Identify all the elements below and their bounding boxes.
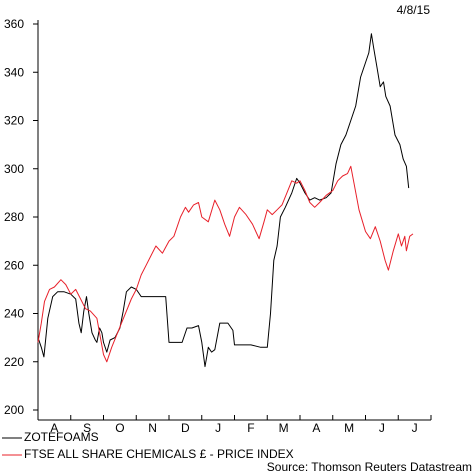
source-note: Source: Thomson Reuters Datastream: [267, 460, 472, 474]
x-tick-label: J: [215, 421, 221, 435]
x-tick-label: A: [312, 421, 320, 435]
x-tick-label: S: [83, 421, 91, 435]
y-tick-label: 260: [4, 258, 24, 272]
legend-label-ftse-chemicals: FTSE ALL SHARE CHEMICALS £ - PRICE INDEX: [24, 447, 294, 461]
y-tick-label: 280: [4, 210, 24, 224]
x-tick-label: O: [115, 421, 124, 435]
x-tick-label: A: [50, 421, 58, 435]
y-tick-label: 300: [4, 162, 24, 176]
y-tick-label: 220: [4, 355, 24, 369]
series-lines: [37, 33, 414, 368]
y-tick-label: 320: [4, 114, 24, 128]
x-tick-label: M: [279, 421, 289, 435]
y-axis: 200 220 240 260 280 300 320 340 360: [4, 17, 39, 420]
x-tick-label: M: [344, 421, 354, 435]
series-line-zotefoams: [37, 33, 410, 368]
x-tick-label: F: [247, 421, 254, 435]
x-tick-label: J: [412, 421, 418, 435]
legend-item-zotefoams: ZOTEFOAMS: [2, 430, 99, 444]
legend-label-zotefoams: ZOTEFOAMS: [24, 430, 99, 444]
legend: ZOTEFOAMS FTSE ALL SHARE CHEMICALS £ - P…: [2, 430, 294, 461]
series-line-ftse-chemicals: [37, 165, 414, 363]
y-tick-label: 340: [4, 65, 24, 79]
chart-date: 4/8/15: [397, 3, 431, 17]
x-tick-label: N: [148, 421, 157, 435]
y-tick-label: 240: [4, 307, 24, 321]
y-tick-label: 360: [4, 17, 24, 31]
x-tick-label: D: [181, 421, 190, 435]
y-tick-label: 200: [4, 403, 24, 417]
x-tick-label: J: [379, 421, 385, 435]
legend-item-ftse-chemicals: FTSE ALL SHARE CHEMICALS £ - PRICE INDEX: [2, 447, 294, 461]
